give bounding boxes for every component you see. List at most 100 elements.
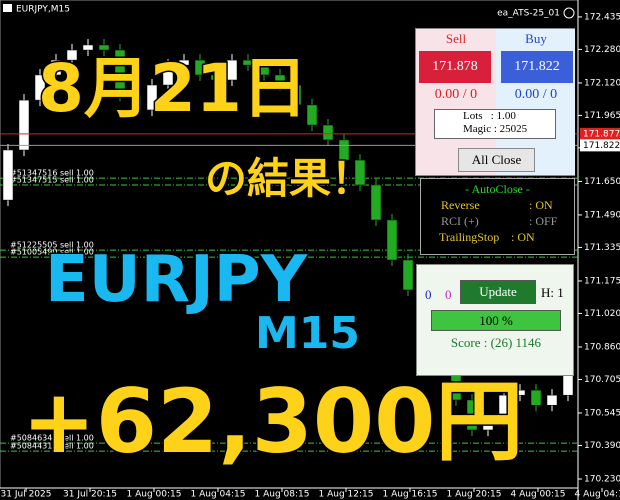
candle-body (242, 59, 254, 66)
autoclose-key: RCI (+) (441, 214, 479, 228)
order-label: #51225505 sell 1.00 (10, 241, 94, 250)
candle-body (322, 124, 334, 141)
y-tick-label: 170.705 (584, 375, 620, 385)
sell-pl: 0.00 / 0 (434, 87, 478, 102)
y-tick-label: 171.175 (584, 276, 620, 286)
buy-pl: 0.00 / 0 (514, 87, 558, 102)
y-tick-label: 170.230 (584, 474, 620, 484)
lots-box: Lots : 1.00 Magic : 25025 (434, 109, 556, 139)
autoclose-panel: - AutoClose - Reverse : ON RCI (+) : OFF Tra… (420, 178, 575, 255)
x-tick-label: 1 Aug 00:15 (127, 490, 182, 500)
ask-tag (580, 127, 620, 140)
bid-label: 171.822 (583, 141, 620, 151)
buy-label: Buy (525, 31, 547, 46)
candle-body (354, 159, 366, 186)
order-label: #51347516 sell 1.00 (10, 169, 94, 178)
y-tick-label: 172.280 (584, 45, 620, 55)
candle-body (370, 184, 382, 221)
progress-bar: 100 % (431, 310, 561, 331)
overlay-timeframe: M15 (253, 308, 361, 359)
candle-body (306, 104, 318, 126)
ask-label: 171.877 (583, 129, 620, 139)
close-all-button[interactable]: All Close (458, 148, 535, 172)
overlay-profit: +62,300円 (20, 370, 524, 473)
autoclose-key: Reverse (441, 198, 480, 212)
candle-body (82, 44, 94, 51)
x-tick-label: 1 Aug 04:15 (191, 490, 246, 500)
autoclose-value: : OFF (529, 214, 558, 228)
x-tick-label: 4 Aug 04:15 (575, 490, 620, 500)
y-tick-label: 171.965 (584, 111, 620, 121)
candle-body (210, 74, 222, 81)
autoclose-row: TrailingStop : ON (421, 230, 574, 245)
candle-body (34, 74, 46, 101)
candle-body (2, 149, 14, 201)
y-tick-label: 171.020 (584, 309, 620, 319)
y-tick-label: 171.650 (584, 177, 620, 187)
trade-panel: Sell Buy 171.878 171.822 0.00 / 0 0.00 /… (415, 28, 575, 176)
overlay-symbol: EURJPY (43, 243, 308, 317)
update-button[interactable]: Update (460, 280, 536, 304)
sell-button[interactable]: 171.878 (419, 51, 491, 83)
chart-icon (3, 4, 12, 12)
bid-tag (580, 139, 620, 152)
x-tick-label: 4 Aug 00:15 (511, 490, 566, 500)
candle-body (466, 399, 478, 431)
candle-body (258, 64, 270, 76)
candle-body (530, 389, 542, 406)
y-tick-label: 172.435 (584, 12, 620, 22)
order-label: #50846348 sell 1.00 (10, 434, 94, 443)
autoclose-row: Reverse : ON (421, 198, 574, 213)
autoclose-key: TrailingStop (439, 230, 500, 244)
candle-body (50, 59, 62, 76)
candle-body (274, 74, 286, 86)
candle-body (18, 99, 30, 151)
candle-body (98, 44, 110, 51)
autoclose-title: - AutoClose - (465, 182, 530, 196)
order-label: #50844314 sell 1.00 (10, 442, 94, 451)
expert-label: ea_ATS-25_01 (497, 9, 560, 19)
symbol-label: EURJPY,M15 (16, 5, 70, 15)
candle-body (386, 219, 398, 261)
candle-body (130, 94, 142, 111)
overlay-date: 8月21日 (37, 50, 310, 127)
autoclose-value: : ON (529, 198, 553, 212)
x-tick-label: 1 Aug 12:15 (319, 490, 374, 500)
candle-body (546, 394, 558, 406)
candle-body (498, 394, 510, 421)
y-tick-label: 170.545 (584, 408, 620, 418)
y-tick-label: 171.490 (584, 210, 620, 220)
candle-body (162, 64, 174, 86)
lots: Lots : 1.00 (463, 110, 516, 122)
x-tick-label: 1 Aug 20:15 (447, 490, 502, 500)
x-tick-label: 31 Jul 2025 (1, 490, 52, 500)
candle-body (66, 49, 78, 61)
overlay-result: の結果！ (203, 154, 374, 203)
count-a: 0 (425, 287, 432, 302)
candle-body (146, 84, 158, 111)
score: Score : (26) 1146 (450, 335, 542, 350)
order-label: #51347515 sell 1.00 (10, 175, 94, 184)
hours: H: 1 (541, 285, 564, 300)
candle-body (562, 374, 574, 396)
candle-body (194, 59, 206, 76)
x-tick-label: 1 Aug 16:15 (383, 490, 438, 500)
buy-button[interactable]: 171.822 (501, 51, 573, 83)
candle-body (338, 139, 350, 161)
y-tick-label: 172.120 (584, 78, 620, 88)
x-tick-label: 1 Aug 08:15 (255, 490, 310, 500)
candle-body (114, 49, 126, 96)
magic: Magic : 25025 (463, 123, 528, 135)
expert-icon (563, 7, 575, 19)
autoclose-value: : ON (511, 230, 535, 244)
y-tick-label: 171.335 (584, 243, 620, 253)
candle-body (514, 389, 526, 396)
candle-body (402, 259, 414, 291)
candle-body (482, 419, 494, 431)
y-tick-label: 170.860 (584, 342, 620, 352)
y-tick-label: 170.390 (584, 441, 620, 451)
candle-body (290, 84, 302, 106)
count-b: 0 (445, 287, 452, 302)
x-tick-label: 31 Jul 20:15 (63, 490, 117, 500)
